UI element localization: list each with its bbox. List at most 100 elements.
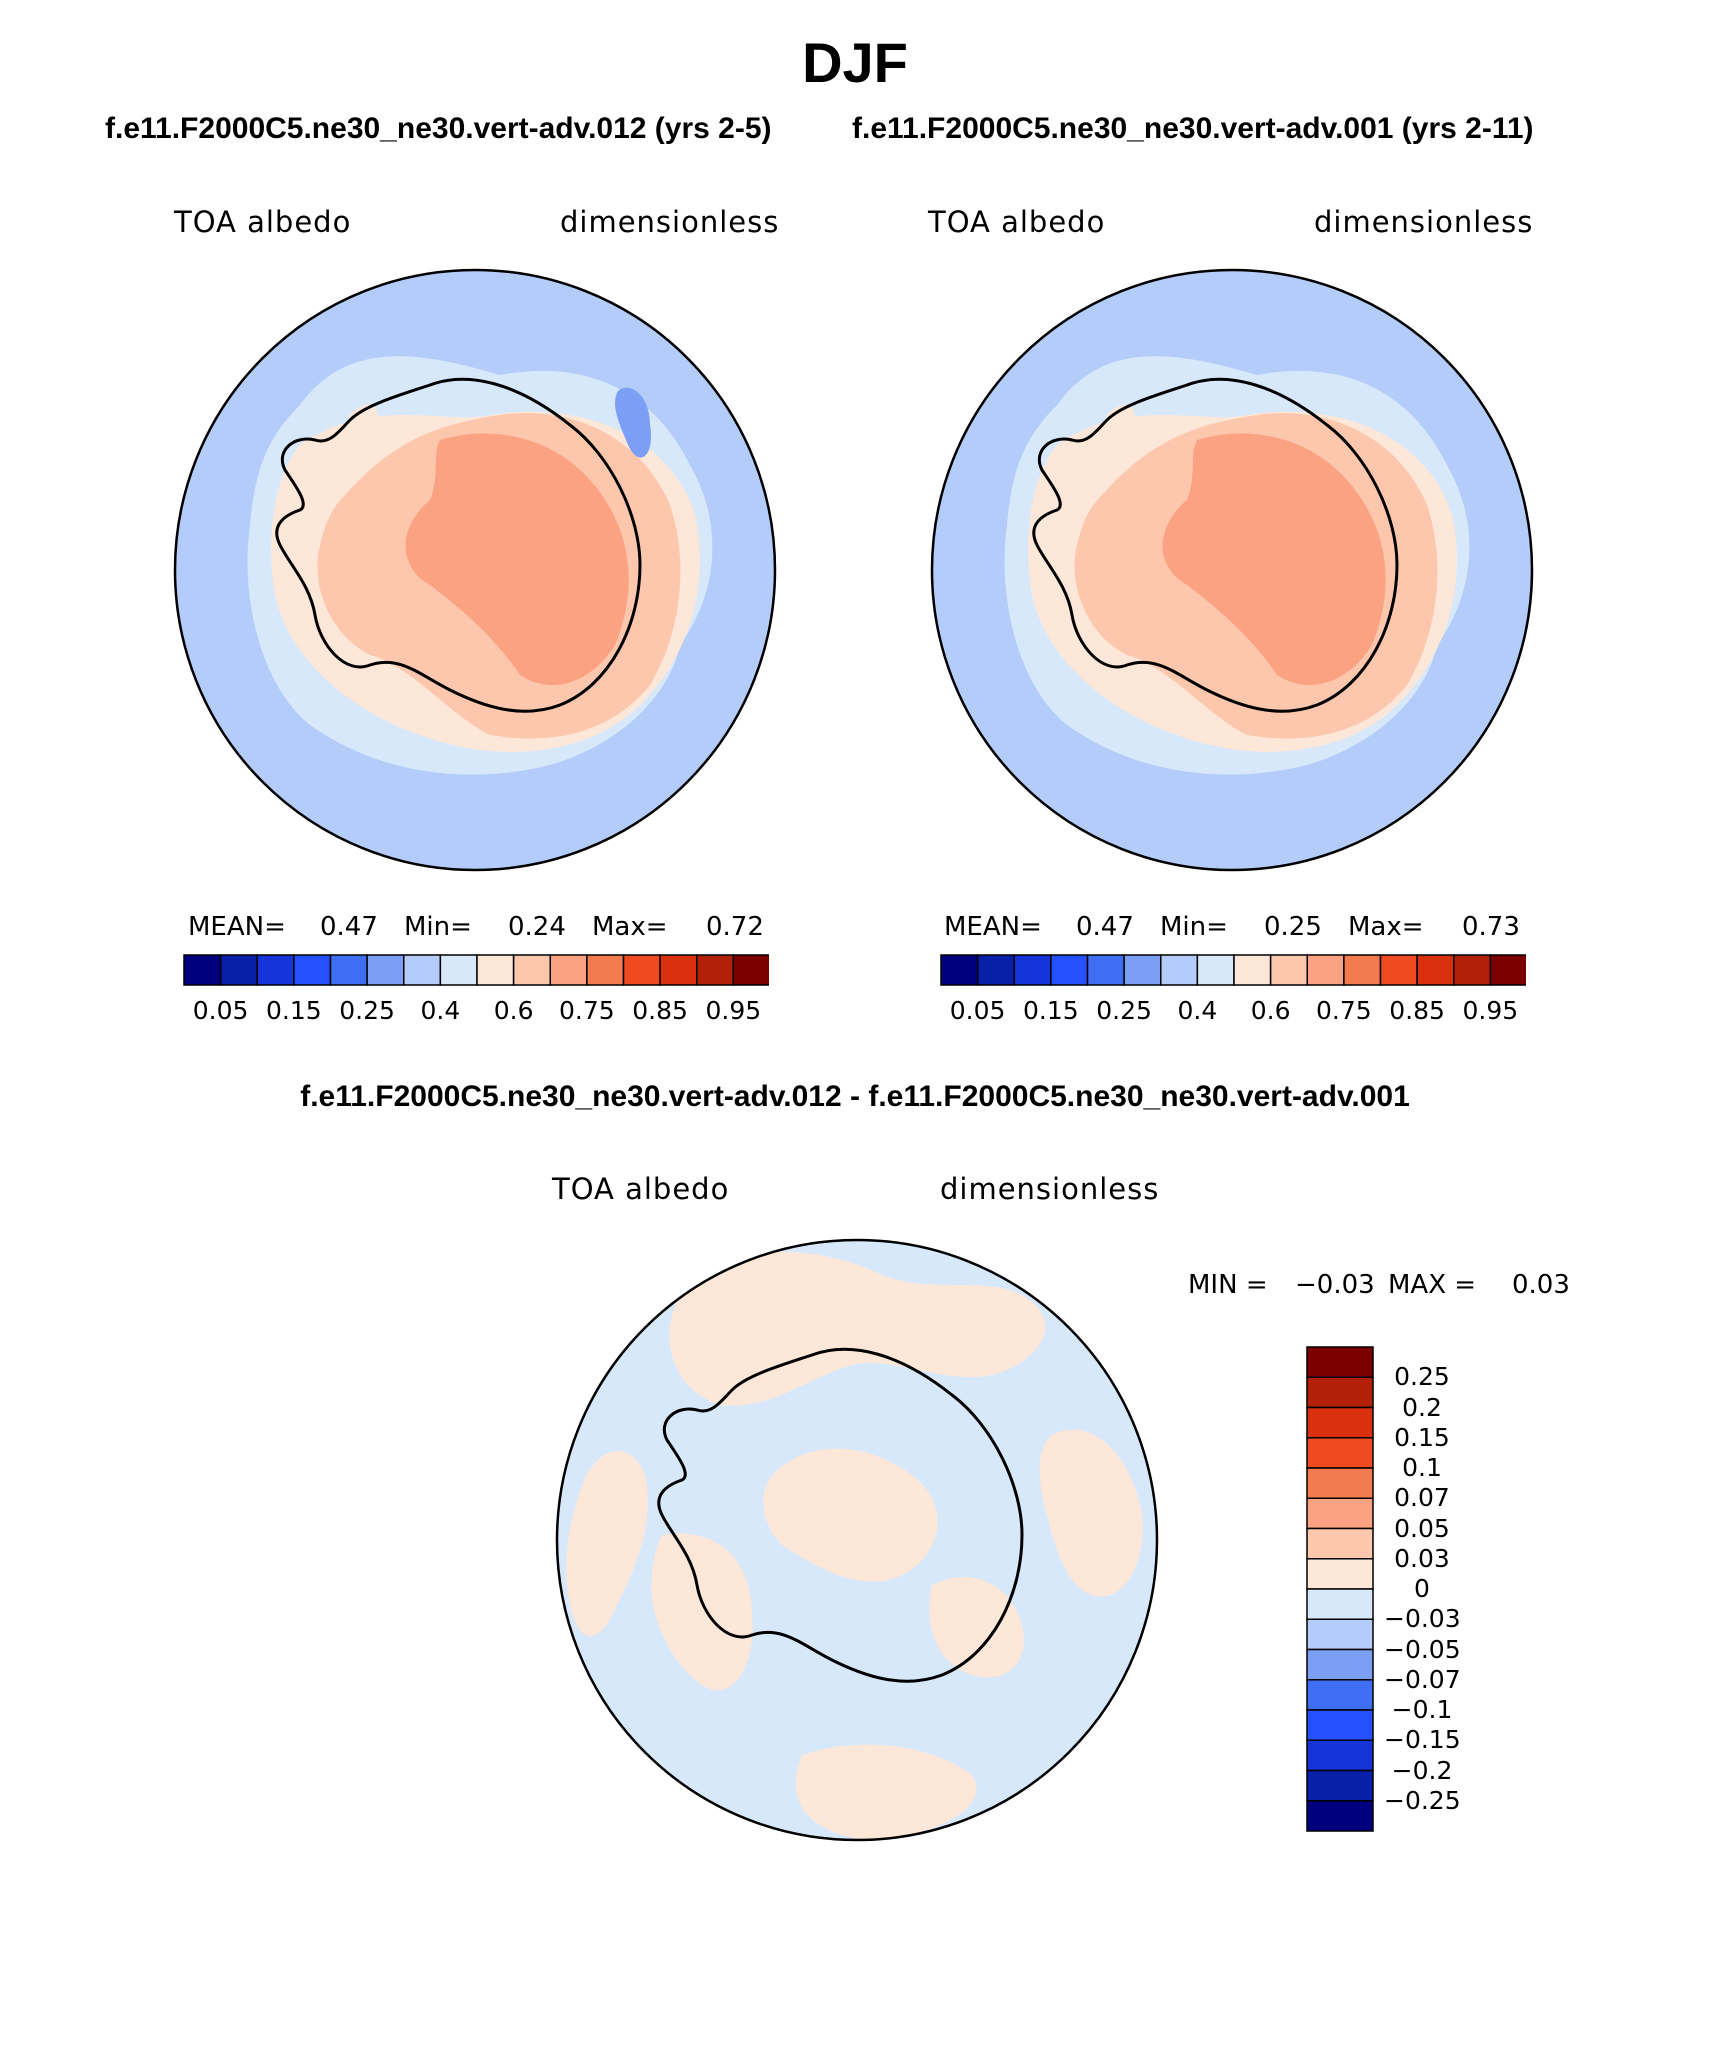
difference-units: dimensionless [940, 1172, 1160, 1206]
colorbar-swatch [622, 954, 661, 986]
right-colorbar-ticks: 0.05 0.15 0.25 0.4 0.6 0.75 0.85 0.95 [940, 996, 1526, 1030]
colorbar-swatch [329, 954, 368, 986]
colorbar-tick-label: 0.1 [1402, 1453, 1442, 1482]
colorbar-tick-label: −0.03 [1384, 1604, 1461, 1634]
plateau-field [405, 433, 629, 685]
colorbar-swatch [1453, 954, 1492, 986]
left-min-label: Min= [404, 912, 472, 942]
left-mean-label: MEAN= [188, 912, 286, 942]
colorbar-tick-label: 0.2 [1402, 1392, 1442, 1422]
right-panel-units: dimensionless [1314, 205, 1534, 239]
colorbar-tick-label: 0.85 [1389, 996, 1445, 1025]
colorbar-swatch [696, 954, 735, 986]
colorbar-swatch [1416, 954, 1455, 986]
colorbar-swatch [403, 954, 442, 986]
colorbar-tick-label: −0.05 [1384, 1634, 1461, 1664]
colorbar-tick-label: 0.07 [1394, 1483, 1450, 1513]
colorbar-tick-label: 0.75 [1316, 996, 1372, 1025]
positive-difference-field [1039, 1429, 1143, 1597]
figure-title: DJF [802, 31, 908, 94]
right-colorbar [940, 954, 1526, 986]
colorbar-swatch [1306, 954, 1345, 986]
colorbar-tick-label: 0.05 [949, 996, 1006, 1025]
colorbar-swatch [1489, 954, 1526, 986]
colorbar-tick-label: 0 [1414, 1574, 1430, 1603]
colorbar-swatch [940, 954, 979, 986]
difference-antarctic-map [555, 1238, 1159, 1842]
left-colorbar-ticks: 0.05 0.15 0.25 0.4 0.6 0.75 0.85 0.95 [183, 996, 769, 1030]
difference-variable: TOA albedo [552, 1172, 730, 1206]
left-min-value: 0.24 [508, 912, 566, 942]
left-max-label: Max= [592, 912, 668, 942]
positive-difference-field [566, 1451, 648, 1637]
colorbar-swatch [1050, 954, 1089, 986]
left-colorbar [183, 954, 769, 986]
left-antarctic-map [173, 268, 777, 872]
colorbar-swatch [1306, 1709, 1374, 1741]
colorbar-swatch [1123, 954, 1162, 986]
colorbar-swatch [293, 954, 332, 986]
right-panel-variable: TOA albedo [928, 205, 1106, 239]
colorbar-tick-label: 0.4 [420, 996, 461, 1025]
difference-colorbar [1306, 1346, 1374, 1832]
left-mean-value: 0.47 [320, 912, 378, 942]
colorbar-tick-label: 0.15 [1023, 996, 1079, 1025]
colorbar-swatch [439, 954, 478, 986]
right-min-label: Min= [1160, 912, 1228, 942]
colorbar-tick-label: 0.15 [1394, 1422, 1450, 1452]
colorbar-tick-label: 0.6 [493, 996, 534, 1025]
difference-title: f.e11.F2000C5.ne30_ne30.vert-adv.012 - f… [300, 1080, 1410, 1113]
colorbar-swatch [659, 954, 698, 986]
plateau-field [1162, 433, 1386, 685]
colorbar-swatch [366, 954, 405, 986]
antarctica-coastline [275, 377, 642, 713]
colorbar-swatch [219, 954, 258, 986]
difference-colorbar-ticks: 0.25 0.2 0.15 0.1 0.07 0.05 0.03 0 −0.03 −0.05 −0.… [1384, 1345, 1504, 1835]
colorbar-swatch [1306, 1527, 1374, 1560]
colorbar-swatch [1269, 954, 1308, 986]
colorbar-swatch [1306, 1376, 1374, 1409]
antarctica-coastline [657, 1347, 1024, 1683]
colorbar-swatch [1306, 1437, 1374, 1469]
right-antarctic-map [930, 268, 1534, 872]
colorbar-swatch [1086, 954, 1125, 986]
colorbar-swatch [1306, 1769, 1374, 1802]
positive-difference-field [651, 1533, 753, 1691]
colorbar-tick-label: 0.25 [1394, 1362, 1450, 1392]
colorbar-tick-label: −0.1 [1391, 1695, 1453, 1724]
colorbar-tick-label: −0.07 [1384, 1664, 1461, 1694]
colorbar-tick-label: 0.95 [705, 996, 762, 1025]
colorbar-swatch [1306, 1467, 1374, 1499]
map-boundary [173, 268, 777, 872]
colorbar-swatch [1013, 954, 1052, 986]
colorbar-swatch [1160, 954, 1199, 986]
positive-difference-field [669, 1251, 1046, 1406]
difference-max-label: MAX = [1388, 1270, 1477, 1300]
colorbar-tick-label: 0.03 [1394, 1543, 1450, 1573]
colorbar-tick-label: 0.85 [632, 996, 688, 1025]
colorbar-swatch [1306, 1679, 1374, 1711]
left-max-value: 0.72 [706, 912, 764, 942]
low-albedo-patch [615, 387, 651, 458]
colorbar-swatch [1379, 954, 1418, 986]
colorbar-swatch [1343, 954, 1382, 986]
difference-min-label: MIN = [1188, 1270, 1268, 1300]
difference-min-value: −0.03 [1295, 1270, 1375, 1300]
right-panel-case-title: f.e11.F2000C5.ne30_ne30.vert-adv.001 (yr… [852, 112, 1534, 145]
colorbar-swatch [512, 954, 551, 986]
colorbar-tick-label: 0.15 [266, 996, 322, 1025]
colorbar-swatch [1306, 1800, 1374, 1832]
colorbar-swatch [1233, 954, 1272, 986]
colorbar-swatch [476, 954, 515, 986]
positive-difference-field [763, 1448, 938, 1582]
colorbar-swatch [1306, 1346, 1374, 1378]
antarctica-coastline [1032, 377, 1399, 713]
left-panel-case-title: f.e11.F2000C5.ne30_ne30.vert-adv.012 (yr… [105, 112, 772, 145]
map-boundary [555, 1238, 1159, 1842]
left-panel-units: dimensionless [560, 205, 780, 239]
colorbar-swatch [183, 954, 222, 986]
positive-difference-field [795, 1744, 977, 1840]
right-min-value: 0.25 [1264, 912, 1322, 942]
colorbar-tick-label: 0.6 [1250, 996, 1291, 1025]
colorbar-swatch [1306, 1497, 1374, 1530]
